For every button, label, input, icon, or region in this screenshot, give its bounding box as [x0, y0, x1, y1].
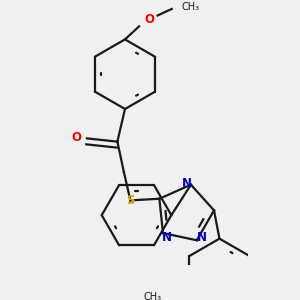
Text: S: S	[126, 194, 135, 207]
Text: CH₃: CH₃	[143, 292, 161, 300]
Text: O: O	[144, 13, 154, 26]
Text: N: N	[197, 230, 207, 244]
Text: N: N	[162, 231, 172, 244]
Text: O: O	[71, 131, 81, 144]
Text: N: N	[182, 177, 192, 190]
Text: CH₃: CH₃	[182, 2, 200, 12]
